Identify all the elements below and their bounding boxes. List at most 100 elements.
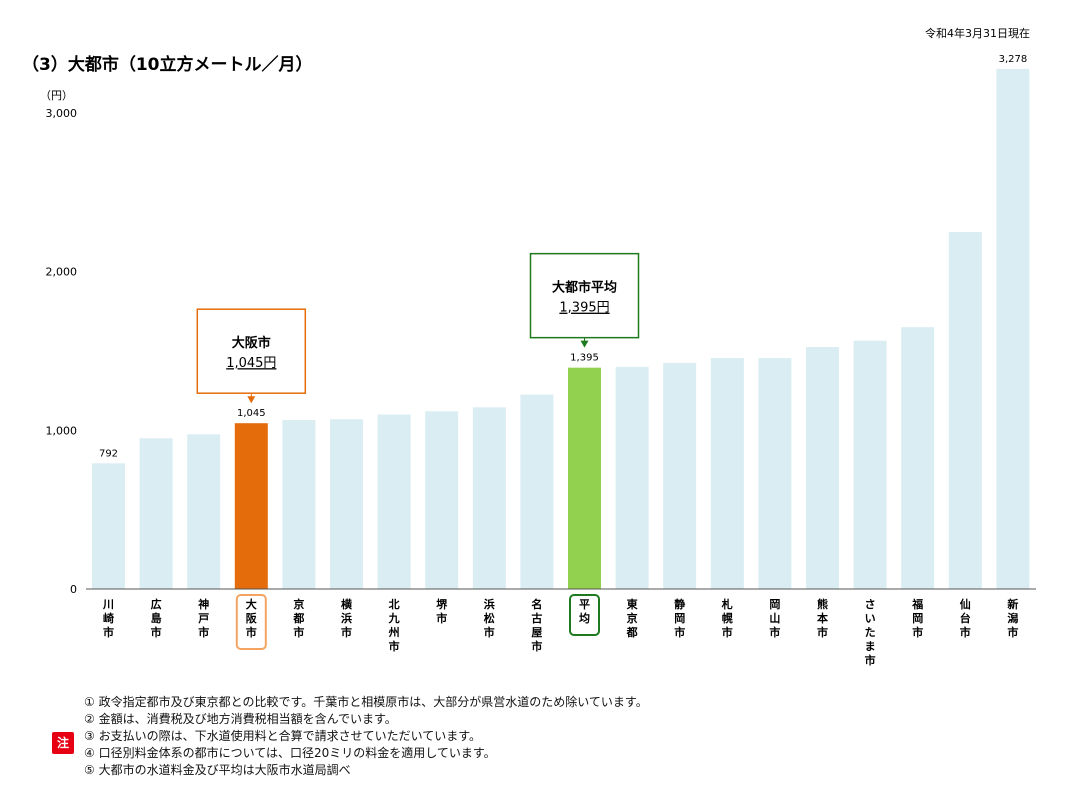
svg-text:市: 市 <box>246 625 257 639</box>
footnote-2: ② 金額は、消費税及び地方消費税相当額を含んでいます。 <box>84 712 397 726</box>
category-label: 川崎市 <box>102 598 114 639</box>
svg-text:阪: 阪 <box>246 611 258 625</box>
bar <box>234 423 268 589</box>
svg-text:島: 島 <box>151 611 162 625</box>
svg-text:ま: ま <box>865 640 876 653</box>
category-highlight-box <box>235 594 267 650</box>
svg-text:市: 市 <box>960 625 971 639</box>
svg-text:堺: 堺 <box>436 597 448 611</box>
category-label: 大阪市 <box>235 594 267 650</box>
category-label: 静岡市 <box>674 597 685 639</box>
callout-arrow-head <box>580 340 589 348</box>
y-axis-unit: （円） <box>40 89 73 102</box>
svg-text:市: 市 <box>722 625 733 639</box>
svg-text:神: 神 <box>198 597 209 611</box>
svg-text:新: 新 <box>1007 597 1018 611</box>
svg-text:名: 名 <box>531 597 542 611</box>
category-label: 仙台市 <box>960 597 971 639</box>
category-label: 広島市 <box>151 597 162 639</box>
footnote-5: ⑤ 大都市の水道料金及び平均は大阪市水道局調べ <box>84 763 351 777</box>
bar <box>282 420 316 589</box>
svg-text:市: 市 <box>151 625 162 639</box>
svg-text:北: 北 <box>389 597 400 611</box>
bar <box>758 358 792 589</box>
bar <box>901 327 935 589</box>
category-label: 札幌市 <box>721 597 733 639</box>
bar <box>663 362 697 589</box>
svg-text:さ: さ <box>865 598 876 611</box>
svg-text:市: 市 <box>436 611 447 625</box>
svg-text:市: 市 <box>912 625 923 639</box>
svg-text:福: 福 <box>911 597 923 611</box>
svg-text:市: 市 <box>389 639 400 653</box>
as-of-date: 令和4年3月31日現在 <box>925 26 1030 40</box>
svg-text:た: た <box>865 626 876 639</box>
svg-text:崎: 崎 <box>103 611 114 625</box>
svg-text:幌: 幌 <box>722 611 733 625</box>
category-label: 堺市 <box>436 597 448 625</box>
svg-text:川: 川 <box>102 598 114 611</box>
data-label: 792 <box>99 448 118 459</box>
category-label: 新潟市 <box>1007 597 1018 639</box>
svg-text:都: 都 <box>292 611 304 625</box>
bar <box>806 347 839 589</box>
svg-text:均: 均 <box>579 611 590 625</box>
svg-text:市: 市 <box>865 653 876 667</box>
footnote-4: ④ 口径別料金体系の都市については、口径20ミリの料金を適用しています。 <box>84 746 496 760</box>
callout: 大都市平均 1,395円 <box>529 252 640 348</box>
svg-text:京: 京 <box>627 611 638 625</box>
bar <box>568 367 601 589</box>
svg-text:横: 横 <box>341 597 353 611</box>
chart-title: （3）大都市（10立方メートル／月） <box>22 54 313 75</box>
svg-text:熊: 熊 <box>817 597 828 611</box>
svg-text:大: 大 <box>246 597 257 611</box>
svg-text:山: 山 <box>769 611 780 625</box>
svg-text:岡: 岡 <box>674 612 685 625</box>
callout-value: 1,045円 <box>226 356 276 371</box>
svg-text:広: 広 <box>151 597 162 611</box>
category-label: 東京都 <box>626 597 639 639</box>
svg-text:浜: 浜 <box>484 597 495 611</box>
svg-text:本: 本 <box>817 611 828 625</box>
bar <box>520 394 554 589</box>
bar <box>948 232 982 589</box>
svg-text:台: 台 <box>960 611 971 625</box>
footnote-1: ① 政令指定都市及び東京都との比較です。千葉市と相模原市は、大部分が県営水道のた… <box>84 695 648 709</box>
bar <box>330 419 363 589</box>
svg-text:岡: 岡 <box>912 612 923 625</box>
svg-text:市: 市 <box>531 639 542 653</box>
svg-text:市: 市 <box>198 625 209 639</box>
svg-text:静: 静 <box>674 597 685 611</box>
bar <box>377 414 411 589</box>
svg-text:札: 札 <box>721 597 733 611</box>
category-label: 福岡市 <box>911 597 923 639</box>
svg-text:岡: 岡 <box>769 598 780 611</box>
svg-text:い: い <box>865 612 876 625</box>
svg-text:京: 京 <box>293 597 304 611</box>
svg-text:都: 都 <box>626 625 638 639</box>
category-label: 浜松市 <box>484 597 495 639</box>
callout: 大阪市 1,045円 <box>196 308 307 404</box>
footnote-3: ③ お支払いの際は、下水道使用料と合算で請求させていただいています。 <box>84 729 482 743</box>
data-label: 1,395 <box>570 353 599 364</box>
callout-box <box>196 308 307 394</box>
svg-text:仙: 仙 <box>960 597 971 611</box>
callout-title: 大都市平均 <box>552 280 617 296</box>
callout-box <box>529 252 640 339</box>
svg-text:東: 東 <box>627 597 639 611</box>
note-badge: 注 <box>52 732 74 754</box>
bar <box>996 68 1030 589</box>
data-label: 1,045 <box>237 408 266 419</box>
callout-arrow-head <box>247 396 256 404</box>
category-label: 平均 <box>569 594 600 636</box>
bar <box>92 463 125 589</box>
bar <box>853 340 887 589</box>
svg-text:市: 市 <box>1007 625 1018 639</box>
svg-text:九: 九 <box>388 611 400 625</box>
svg-text:屋: 屋 <box>531 626 542 639</box>
y-tick-label: 1,000 <box>46 424 78 437</box>
svg-text:市: 市 <box>293 625 304 639</box>
svg-text:古: 古 <box>531 611 542 625</box>
